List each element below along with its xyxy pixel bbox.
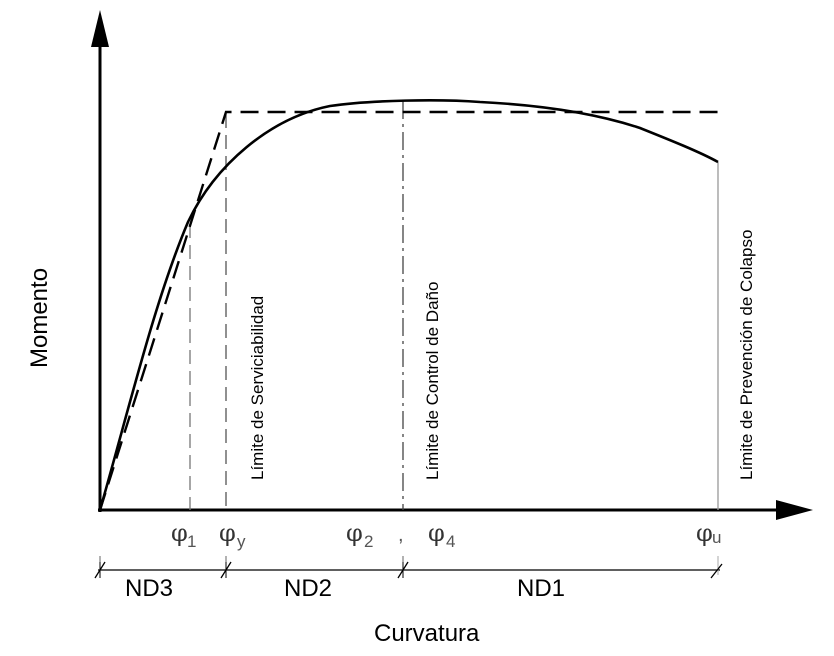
- tick-separator-comma: ,: [398, 524, 404, 546]
- moment-curvature-curve: [98, 99, 719, 511]
- limit-prevencion-colapso-label: Límite de Prevención de Colapso: [737, 230, 756, 480]
- x-axis-arrow-icon: [776, 500, 813, 520]
- phi4-symbol: φ: [428, 519, 445, 547]
- phiy-subscript: y: [237, 532, 246, 551]
- y-axis-arrow-icon: [91, 10, 109, 47]
- range-dimension-line: [94, 556, 723, 579]
- limit-control-dano-label: Límite de Control de Daño: [423, 282, 442, 480]
- y-axis: [91, 10, 109, 512]
- phiu-symbol: φ: [696, 519, 713, 547]
- limit-serviciabilidad-label: Límite de Serviciabilidad: [248, 296, 267, 480]
- guide-lines: [189, 101, 719, 510]
- x-tick-labels: φ 1 φ y φ 2 , φ 4 φ u: [171, 519, 721, 551]
- phi2-subscript: 2: [364, 532, 373, 551]
- phiy-symbol: φ: [219, 519, 236, 547]
- phi4-subscript: 4: [446, 532, 455, 551]
- bilinear-dashed-line: [98, 110, 718, 511]
- range-nd2-label: ND2: [284, 575, 332, 602]
- range-tick-phiu: [710, 563, 723, 579]
- x-axis: [98, 500, 813, 520]
- range-nd3-label: ND3: [125, 575, 173, 602]
- phi1-symbol: φ: [171, 519, 188, 547]
- phiu-subscript: u: [712, 528, 721, 547]
- x-axis-label: Curvatura: [374, 620, 480, 647]
- phi2-symbol: φ: [346, 519, 363, 547]
- y-axis-label: Momento: [26, 268, 53, 368]
- phi1-subscript: 1: [187, 532, 196, 551]
- range-nd1-label: ND1: [517, 575, 565, 602]
